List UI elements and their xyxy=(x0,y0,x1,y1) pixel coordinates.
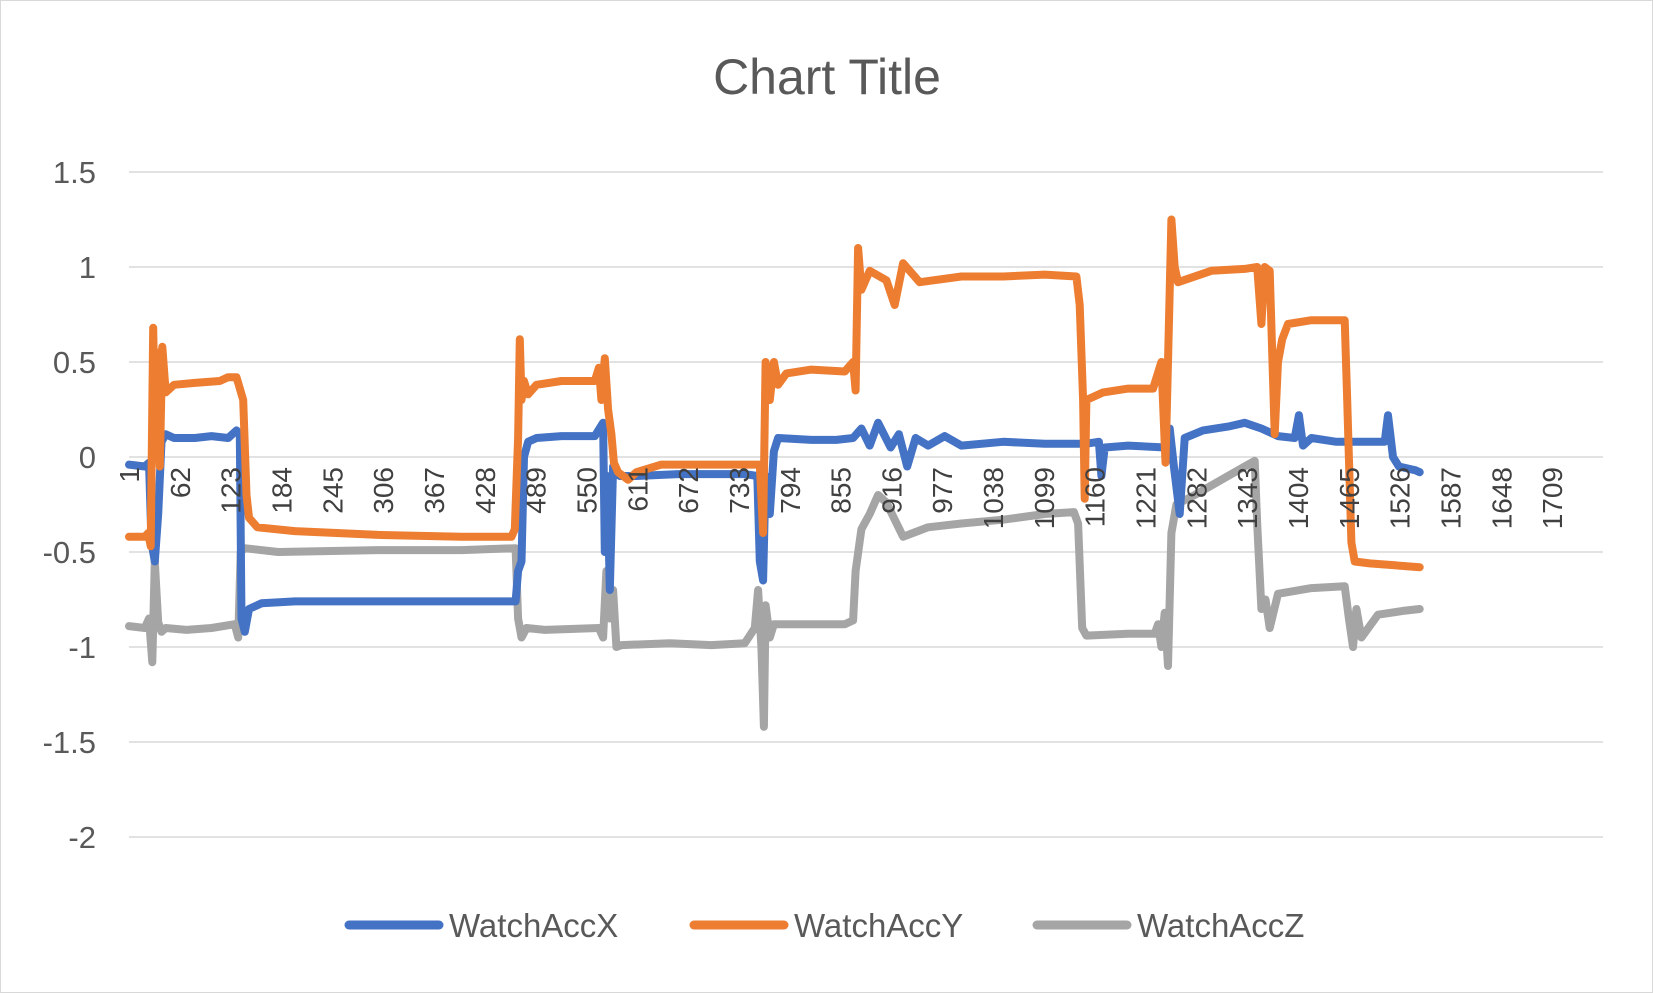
x-tick-label: 245 xyxy=(317,467,348,514)
x-tick-label: 916 xyxy=(876,467,907,514)
x-tick-label: 62 xyxy=(165,467,196,498)
y-tick-label: -1.5 xyxy=(43,725,96,760)
x-tick-label: 1038 xyxy=(978,467,1009,529)
y-tick-label: -2 xyxy=(68,820,96,855)
y-tick-label: -0.5 xyxy=(43,535,96,570)
x-tick-label: 306 xyxy=(368,467,399,514)
x-tick-label: 1648 xyxy=(1486,467,1517,529)
y-axis-tick-labels: 1.5 1 0.5 0 -0.5 -1 -1.5 -2 xyxy=(43,155,96,855)
y-tick-label: 0 xyxy=(79,440,96,475)
x-tick-label: 1099 xyxy=(1029,467,1060,529)
y-tick-label: 0.5 xyxy=(53,345,96,380)
legend-label: WatchAccY xyxy=(794,907,963,944)
x-tick-label: 489 xyxy=(521,467,552,514)
x-tick-label: 855 xyxy=(826,467,857,514)
x-tick-label: 428 xyxy=(470,467,501,514)
x-tick-label: 1465 xyxy=(1334,467,1365,529)
y-tick-label: 1 xyxy=(79,250,96,285)
x-tick-label: 611 xyxy=(622,467,653,512)
x-tick-label: 1404 xyxy=(1283,467,1314,529)
x-tick-label: 184 xyxy=(266,467,297,514)
x-tick-label: 123 xyxy=(216,467,247,514)
x-tick-label: 1587 xyxy=(1436,467,1467,529)
x-tick-label: 367 xyxy=(419,467,450,514)
x-tick-label: 1282 xyxy=(1181,467,1212,529)
legend: WatchAccX WatchAccY WatchAccZ xyxy=(344,907,1304,944)
x-tick-label: 1160 xyxy=(1080,467,1111,527)
legend-label: WatchAccZ xyxy=(1137,907,1304,944)
x-tick-label: 794 xyxy=(775,467,806,514)
x-axis-tick-labels: 1 62 123 184 245 306 367 428 489 550 611 672 733 794 8… xyxy=(114,467,1568,529)
y-tick-label: -1 xyxy=(68,630,96,665)
series-lines xyxy=(125,215,1424,731)
x-tick-label: 733 xyxy=(724,467,755,514)
x-tick-label: 1343 xyxy=(1232,467,1263,529)
legend-label: WatchAccX xyxy=(449,907,618,944)
series-line-watchaccz xyxy=(125,456,1424,731)
x-tick-label: 977 xyxy=(927,467,958,514)
y-tick-label: 1.5 xyxy=(53,155,96,190)
x-tick-label: 1 xyxy=(114,467,145,483)
chart-title: Chart Title xyxy=(713,49,941,105)
series-line-watchaccx xyxy=(125,411,1424,636)
x-tick-label: 1221 xyxy=(1131,467,1162,529)
series-line-watchaccy xyxy=(125,215,1424,572)
x-tick-label: 550 xyxy=(571,467,602,514)
x-tick-label: 1526 xyxy=(1385,467,1416,529)
x-tick-label: 1709 xyxy=(1537,467,1568,529)
x-tick-label: 672 xyxy=(673,467,704,514)
